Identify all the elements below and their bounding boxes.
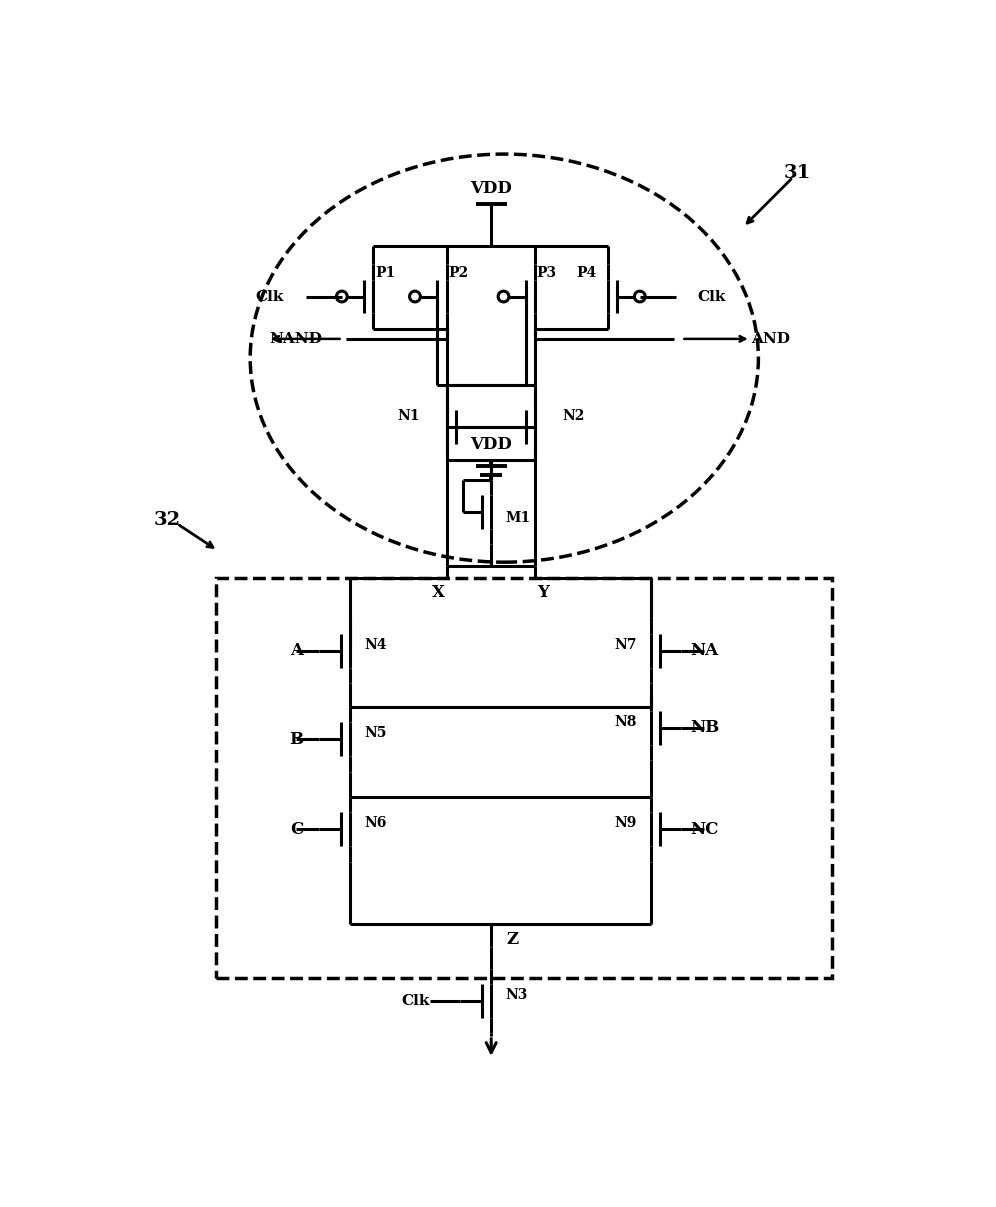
Text: 31: 31 — [783, 164, 811, 182]
Text: N6: N6 — [365, 816, 386, 830]
Text: X: X — [432, 584, 445, 601]
Text: M1: M1 — [505, 512, 530, 525]
Text: Clk: Clk — [256, 290, 284, 303]
Text: N2: N2 — [562, 409, 585, 422]
Text: A: A — [290, 642, 303, 659]
Text: VDD: VDD — [470, 436, 512, 453]
Text: C: C — [290, 821, 303, 838]
Text: N5: N5 — [365, 727, 386, 740]
Text: 32: 32 — [153, 511, 180, 529]
Text: N3: N3 — [505, 987, 528, 1002]
Bar — [215, 578, 832, 978]
Text: P4: P4 — [577, 267, 597, 280]
Text: B: B — [289, 730, 304, 748]
Text: NC: NC — [690, 821, 719, 838]
Text: Z: Z — [507, 931, 519, 947]
Text: N9: N9 — [615, 816, 636, 830]
Text: N8: N8 — [615, 715, 636, 729]
Text: P1: P1 — [374, 267, 395, 280]
Text: AND: AND — [751, 332, 790, 346]
Text: Y: Y — [537, 584, 549, 601]
Text: N4: N4 — [365, 637, 386, 652]
Text: Clk: Clk — [697, 290, 726, 303]
Text: P3: P3 — [537, 267, 557, 280]
Text: NB: NB — [690, 719, 719, 736]
Text: VDD: VDD — [470, 180, 512, 197]
Text: Clk: Clk — [401, 995, 429, 1008]
Text: P2: P2 — [448, 267, 468, 280]
Text: N7: N7 — [615, 637, 636, 652]
Text: N1: N1 — [397, 409, 419, 422]
Text: NA: NA — [690, 642, 718, 659]
Text: NAND: NAND — [270, 332, 323, 346]
